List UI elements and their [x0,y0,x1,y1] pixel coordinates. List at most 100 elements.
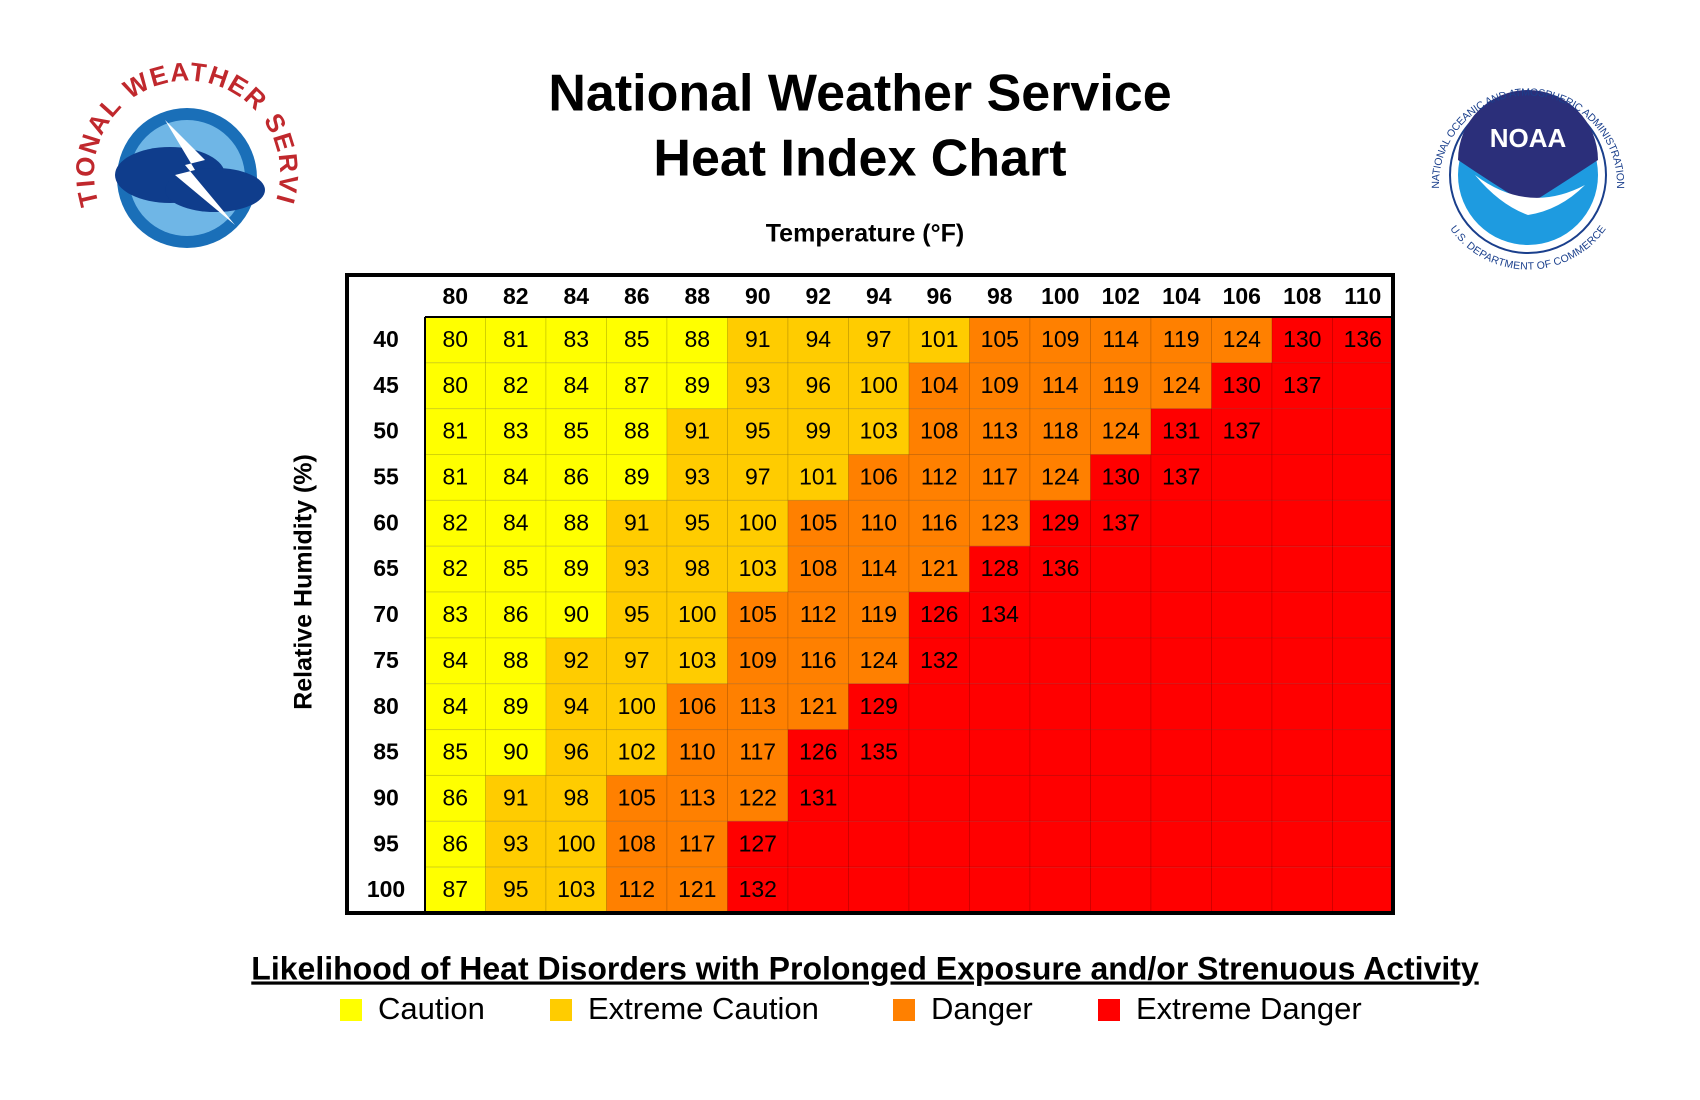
cell-value: 121 [678,876,716,902]
cell-value: 124 [1102,418,1141,444]
heat-cell [787,683,849,731]
cell-value: 86 [563,464,589,490]
cell-value: 137 [1162,464,1200,490]
heat-cell [727,454,789,501]
heat-cell [606,729,668,776]
nws-logo: NATIONAL WEATHER SERVICE [0,0,302,248]
heat-cell [1150,454,1212,501]
legend-swatch [340,999,362,1021]
cell-value: 99 [805,418,831,444]
table-body: 80 82 84 86 88 90 92 94 96 98 100 102 104 106 108 110 40… [345,273,1395,915]
empty-cell [1332,820,1394,868]
empty-cell [1090,545,1152,593]
heat-cell [666,454,728,501]
heat-cell [908,362,970,410]
cell-value: 114 [1102,326,1139,352]
empty-cell [1150,729,1212,776]
heat-cell [485,820,547,868]
heat-cell [969,499,1031,547]
legend-label: Extreme Danger [1136,991,1362,1026]
cell-value: 103 [860,418,898,444]
cell-value: 100 [678,601,716,627]
row-header: 80 [373,693,399,719]
heat-cell [545,729,607,776]
cell-value: 116 [921,509,958,535]
empty-cell [1271,729,1333,776]
heat-cell [424,454,486,501]
cell-value: 98 [684,555,710,581]
empty-cell [1271,591,1333,639]
empty-cell [1271,637,1333,685]
cell-value: 134 [981,601,1020,627]
heat-cell [485,454,547,501]
empty-cell [787,820,849,868]
empty-cell [1150,774,1212,822]
title-line: National Weather Service [548,65,1171,123]
heat-cell [666,316,728,364]
empty-cell [1271,408,1333,456]
heat-cell [424,591,486,639]
heat-cell [485,683,547,731]
heat-cell [848,591,910,639]
cell-value: 87 [624,372,650,398]
cell-value: 119 [1163,326,1200,352]
empty-cell [969,774,1031,822]
cell-value: 89 [503,693,529,719]
cell-value: 109 [1041,326,1079,352]
cell-value: 129 [860,693,898,719]
heat-cell [545,637,607,685]
heat-cell [1150,316,1212,364]
heat-cell [727,729,789,776]
empty-cell [1332,866,1394,914]
cell-value: 101 [799,464,837,490]
heat-cell [606,683,668,731]
empty-cell [1090,729,1152,776]
cell-value: 122 [739,784,777,810]
row-header: 70 [373,601,399,627]
legend-swatch [1098,999,1120,1021]
heat-cell [969,545,1031,593]
cell-value: 95 [624,601,650,627]
heat-cell [1029,362,1091,410]
cell-value: 132 [739,876,777,902]
cell-value: 80 [442,372,468,398]
empty-cell [1090,683,1152,731]
empty-cell [848,820,910,868]
heat-cell [545,591,607,639]
cell-value: 91 [503,784,529,810]
cell-value: 83 [503,418,529,444]
cell-value: 81 [442,464,468,490]
heat-cell [485,729,547,776]
heat-cell [727,774,789,822]
heat-cell [666,362,728,410]
empty-cell [1332,683,1394,731]
empty-cell [1029,729,1091,776]
row-header: 90 [373,784,399,810]
cell-value: 137 [1283,372,1321,398]
cell-value: 117 [679,830,716,856]
cell-value: 82 [442,555,468,581]
empty-cell [1271,683,1333,731]
cell-value: 113 [981,418,1018,444]
empty-cell [1211,454,1273,501]
cell-value: 126 [799,739,837,765]
cell-value: 117 [981,464,1018,490]
cell-value: 91 [745,326,771,352]
logo-gull [1475,175,1585,215]
heat-cell [1150,362,1212,410]
cell-value: 93 [684,464,710,490]
empty-cell [787,866,849,914]
empty-cell [1271,820,1333,868]
heat-cell [424,316,486,364]
cell-value: 94 [563,693,589,719]
heat-cell [606,820,668,868]
legend-swatch [550,999,572,1021]
cell-value: 119 [1102,372,1139,398]
row-header: 65 [373,555,399,581]
row-header: 75 [373,647,399,673]
heat-cell [485,591,547,639]
empty-cell [1150,545,1212,593]
empty-cell [1090,637,1152,685]
cell-value: 98 [563,784,589,810]
